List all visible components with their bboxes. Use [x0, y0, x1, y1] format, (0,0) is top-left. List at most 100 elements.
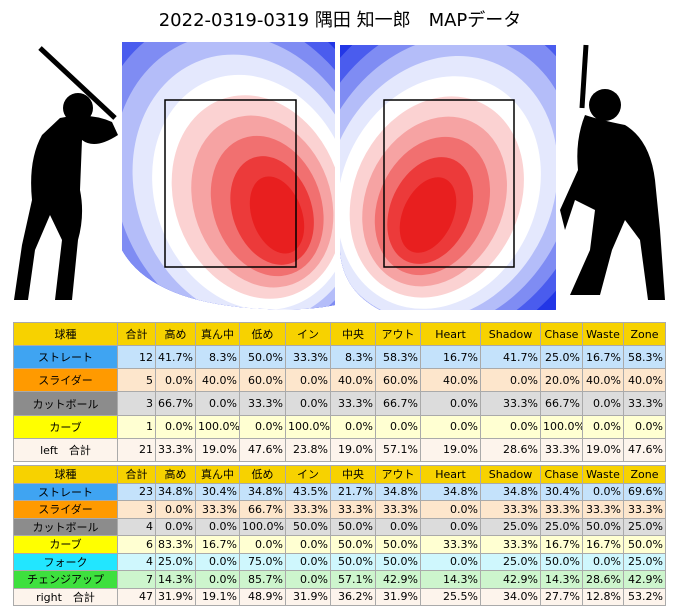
- cell: 23.8%: [285, 437, 331, 463]
- pitch-name: チェンジアップ: [13, 570, 118, 589]
- cell: 100.0%: [195, 414, 240, 439]
- cell: 42.9%: [375, 570, 421, 589]
- cell: 0.0%: [155, 500, 196, 519]
- cell: 85.7%: [239, 570, 286, 589]
- batter-right: [560, 44, 665, 300]
- cell: 12: [117, 345, 156, 370]
- header-cell: Chase: [540, 321, 583, 347]
- heatmap-right: [340, 45, 556, 310]
- density-level: [399, 177, 457, 253]
- cell: 66.7%: [239, 500, 286, 519]
- cell: 5: [117, 368, 156, 393]
- row: スライダー 3 0.0% 33.3% 66.7% 33.3% 33.3% 33.3% 0.0% 3…: [13, 500, 666, 519]
- cell: 21.7%: [330, 482, 376, 501]
- header-row: 球種 合計 高め 真ん中 低め イン 中央 アウト Heart Shadow Chase Waste Z…: [13, 321, 666, 347]
- cell: 0.0%: [420, 500, 481, 519]
- cell: 0.0%: [239, 535, 286, 554]
- cell: 33.3%: [195, 500, 240, 519]
- cell: 1: [117, 414, 156, 439]
- pitch-name: カーブ: [13, 535, 118, 554]
- cell: 75.0%: [239, 552, 286, 571]
- cell: 27.7%: [540, 587, 583, 606]
- cell: 41.7%: [480, 345, 541, 370]
- cell: 47.6%: [623, 437, 666, 463]
- cell: 33.3%: [330, 500, 376, 519]
- cell: 0.0%: [285, 535, 331, 554]
- header-cell: 高め: [155, 321, 196, 347]
- row: ストレート 23 34.8% 30.4% 34.8% 43.5% 21.7% 34.8% 34.…: [13, 482, 666, 501]
- cell: 0.0%: [285, 391, 331, 416]
- cell: 0.0%: [375, 414, 421, 439]
- cell: 0.0%: [582, 414, 624, 439]
- pitch-name: スライダー: [13, 500, 118, 519]
- cell: 4: [117, 517, 156, 536]
- cell: 33.3%: [239, 391, 286, 416]
- cell: 100.0%: [285, 414, 331, 439]
- cell: 66.7%: [540, 391, 583, 416]
- cell: 0.0%: [239, 414, 286, 439]
- cell: 0.0%: [155, 414, 196, 439]
- density-level: [249, 176, 305, 254]
- cell: 4: [117, 552, 156, 571]
- cell: 34.8%: [375, 482, 421, 501]
- cell: 19.1%: [195, 587, 240, 606]
- cell: 40.0%: [582, 368, 624, 393]
- cell: 47.6%: [239, 437, 286, 463]
- cell: 83.3%: [155, 535, 196, 554]
- cell: 0.0%: [623, 414, 666, 439]
- header-cell: アウト: [375, 321, 421, 347]
- cell: 25.0%: [480, 552, 541, 571]
- cell: 19.0%: [195, 437, 240, 463]
- cell: 34.8%: [239, 482, 286, 501]
- cell: 33.3%: [285, 500, 331, 519]
- header-cell: イン: [285, 321, 331, 347]
- row: カーブ 6 83.3% 16.7% 0.0% 0.0% 50.0% 50.0% 33.3% 33.…: [13, 535, 666, 554]
- cell: 0.0%: [582, 482, 624, 501]
- cell: 34.8%: [480, 482, 541, 501]
- cell: 25.0%: [155, 552, 196, 571]
- row: フォーク 4 25.0% 0.0% 75.0% 0.0% 50.0% 50.0% 0.0% 25.…: [13, 552, 666, 571]
- cell: 100.0%: [239, 517, 286, 536]
- cell: 47: [117, 587, 156, 606]
- cell: 33.3%: [155, 437, 196, 463]
- cell: 43.5%: [285, 482, 331, 501]
- cell: 33.3%: [582, 500, 624, 519]
- cell: 16.7%: [540, 535, 583, 554]
- cell: 25.0%: [540, 517, 583, 536]
- cell: 42.9%: [480, 570, 541, 589]
- cell: 0.0%: [195, 391, 240, 416]
- cell: 0.0%: [582, 391, 624, 416]
- cell: 8.3%: [195, 345, 240, 370]
- cell: 69.6%: [623, 482, 666, 501]
- cell: 66.7%: [155, 391, 196, 416]
- cell: 57.1%: [330, 570, 376, 589]
- header-cell: 合計: [117, 321, 156, 347]
- cell: 50.0%: [330, 517, 376, 536]
- pitch-name: フォーク: [13, 552, 118, 571]
- header-cell: 真ん中: [195, 321, 240, 347]
- strike-zone: [164, 99, 297, 268]
- cell: 0.0%: [195, 570, 240, 589]
- header-cell: 低め: [239, 321, 286, 347]
- cell: 0.0%: [285, 368, 331, 393]
- strike-zone: [383, 99, 515, 268]
- cell: 30.4%: [540, 482, 583, 501]
- pitch-name: カットボール: [13, 517, 118, 536]
- cell: 33.3%: [623, 500, 666, 519]
- cell: 3: [117, 391, 156, 416]
- cell: 12.8%: [582, 587, 624, 606]
- cell: 14.3%: [420, 570, 481, 589]
- header-cell: Zone: [623, 321, 666, 347]
- cell: 23: [117, 482, 156, 501]
- header-cell: Zone: [623, 465, 666, 484]
- pitch-name: right 合計: [13, 587, 118, 606]
- cell: 31.9%: [155, 587, 196, 606]
- header-cell: Shadow: [480, 321, 541, 347]
- cell: 57.1%: [375, 437, 421, 463]
- cell: 30.4%: [195, 482, 240, 501]
- cell: 41.7%: [155, 345, 196, 370]
- cell: 50.0%: [582, 517, 624, 536]
- header-cell: 球種: [13, 321, 118, 347]
